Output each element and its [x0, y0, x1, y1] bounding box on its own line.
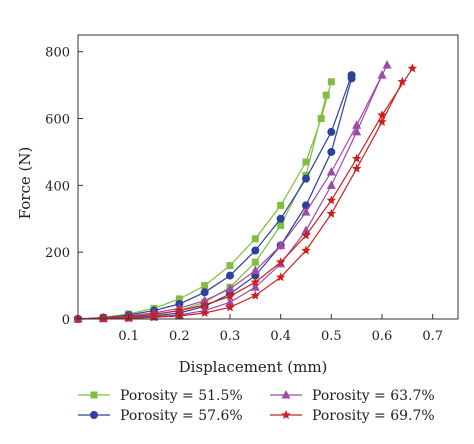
data-point: [200, 295, 210, 305]
data-point: [302, 201, 310, 210]
data-point: [199, 307, 210, 318]
data-point: [225, 302, 235, 312]
series-4: [73, 63, 418, 324]
data-point: [251, 235, 259, 243]
data-point: [301, 230, 311, 240]
data-point: [250, 277, 261, 287]
data-point: [174, 305, 185, 315]
data-point: [225, 297, 235, 306]
legend-marker: [90, 411, 98, 419]
legend-marker: [281, 390, 291, 399]
y-tick-label: 600: [45, 113, 70, 128]
data-point: [250, 282, 260, 291]
data-point: [317, 115, 325, 123]
series-line: [77, 78, 353, 320]
data-point: [275, 272, 286, 282]
x-tick-label: 0.1: [118, 329, 139, 344]
series-line: [77, 68, 413, 320]
data-point: [322, 91, 330, 99]
data-point: [301, 207, 311, 216]
x-tick-label: 0.3: [220, 329, 241, 344]
data-point: [326, 208, 337, 218]
legend-item: Porosity = 57.6%: [78, 408, 243, 424]
data-point: [352, 126, 362, 136]
series-line: [77, 81, 332, 320]
legend-item: Porosity = 63.7%: [270, 388, 435, 404]
x-tick-label: 0.6: [372, 329, 393, 344]
series-line: [77, 81, 403, 320]
data-point: [326, 180, 336, 189]
data-point: [276, 214, 285, 223]
data-point: [347, 74, 356, 83]
legend-item: Porosity = 69.7%: [270, 408, 435, 424]
plot-area: [73, 60, 418, 324]
data-point: [201, 282, 209, 290]
x-tick-label: 0.2: [169, 329, 190, 344]
data-point: [226, 262, 234, 270]
data-point: [275, 257, 286, 267]
data-point: [326, 166, 336, 176]
data-point: [351, 163, 362, 173]
series-line: [77, 74, 383, 320]
data-point: [407, 63, 418, 73]
data-point: [377, 110, 387, 120]
data-point: [251, 258, 259, 266]
x-tick-label: 0.7: [422, 329, 443, 344]
data-point: [200, 288, 209, 297]
legend-marker: [90, 391, 98, 399]
data-point: [225, 283, 235, 293]
data-point: [175, 295, 183, 303]
data-point: [250, 290, 261, 300]
legend: Porosity = 51.5% Porosity = 57.6% Porosity…: [78, 388, 435, 424]
legend-label: Porosity = 63.7%: [312, 388, 435, 404]
axes: 0.1 0.2 0.3 0.4 0.5 0.6 0.7 0 200 400 600 800: [45, 34, 459, 344]
data-point: [98, 313, 109, 323]
series-line: [77, 64, 388, 320]
y-axis-label: Force (N): [16, 147, 34, 220]
data-point: [276, 240, 286, 249]
data-point: [327, 78, 335, 86]
data-point: [225, 291, 235, 301]
y-tick-label: 0: [62, 313, 70, 328]
legend-label: Porosity = 51.5%: [120, 388, 243, 404]
data-point: [397, 76, 408, 86]
x-axis-label: Displacement (mm): [179, 358, 328, 376]
data-point: [377, 70, 387, 79]
series-1: [74, 78, 335, 323]
y-tick-label: 400: [45, 179, 70, 194]
series-2: [74, 71, 356, 323]
y-tick-label: 200: [45, 246, 70, 261]
x-tick-label: 0.4: [270, 329, 291, 344]
data-point: [277, 221, 285, 229]
legend-label: Porosity = 69.7%: [312, 408, 435, 424]
data-point: [301, 245, 311, 255]
data-point: [302, 158, 310, 166]
plot-frame: [77, 34, 459, 320]
legend-marker: [281, 410, 291, 420]
data-point: [382, 60, 392, 69]
y-tick-label: 800: [45, 46, 70, 61]
legend-item: Porosity = 51.5%: [78, 388, 243, 404]
data-point: [149, 312, 159, 322]
data-point: [327, 147, 336, 156]
data-point: [277, 201, 285, 209]
legend-label: Porosity = 57.6%: [120, 408, 243, 424]
data-point: [199, 299, 210, 310]
data-point: [351, 153, 362, 163]
data-point: [327, 127, 336, 136]
data-point: [251, 246, 260, 255]
data-point: [326, 195, 337, 205]
data-point: [302, 174, 310, 183]
data-point: [377, 116, 387, 126]
data-point: [250, 265, 260, 275]
data-point: [226, 271, 234, 280]
x-tick-label: 0.5: [321, 329, 342, 344]
